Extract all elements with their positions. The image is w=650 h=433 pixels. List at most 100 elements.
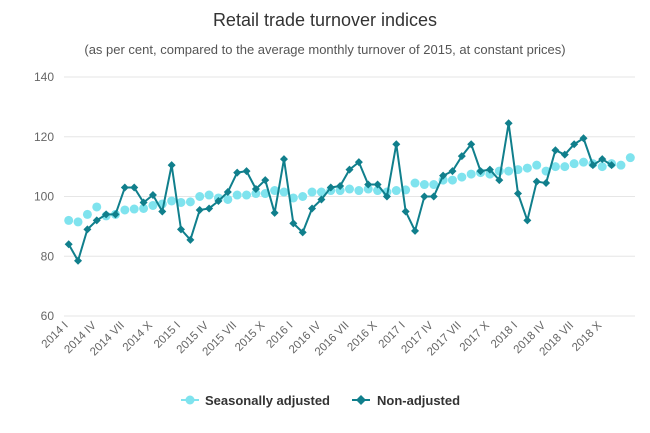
point-seasonally-adjusted[interactable]	[223, 194, 233, 204]
point-non-adjusted[interactable]	[214, 196, 223, 205]
point-non-adjusted[interactable]	[148, 191, 157, 200]
point-seasonally-adjusted[interactable]	[251, 189, 261, 199]
point-seasonally-adjusted[interactable]	[185, 197, 195, 207]
point-non-adjusted[interactable]	[251, 185, 260, 194]
point-seasonally-adjusted[interactable]	[597, 162, 607, 172]
point-non-adjusted[interactable]	[233, 168, 242, 177]
point-non-adjusted[interactable]	[411, 226, 420, 235]
point-non-adjusted[interactable]	[485, 165, 494, 174]
point-seasonally-adjusted[interactable]	[204, 190, 214, 200]
point-seasonally-adjusted[interactable]	[232, 190, 242, 200]
point-non-adjusted[interactable]	[579, 134, 588, 143]
point-seasonally-adjusted[interactable]	[139, 203, 149, 213]
point-non-adjusted[interactable]	[364, 180, 373, 189]
point-seasonally-adjusted[interactable]	[120, 205, 130, 215]
point-non-adjusted[interactable]	[420, 192, 429, 201]
point-seasonally-adjusted[interactable]	[363, 184, 373, 194]
point-non-adjusted[interactable]	[111, 210, 120, 219]
point-non-adjusted[interactable]	[467, 140, 476, 149]
point-seasonally-adjusted[interactable]	[429, 180, 439, 190]
point-seasonally-adjusted[interactable]	[298, 192, 308, 201]
point-non-adjusted[interactable]	[130, 183, 139, 192]
point-non-adjusted[interactable]	[120, 183, 129, 192]
legend-item-seasonally-adjusted[interactable]: Seasonally adjusted	[181, 393, 330, 408]
point-non-adjusted[interactable]	[532, 177, 541, 186]
point-non-adjusted[interactable]	[205, 204, 214, 213]
point-non-adjusted[interactable]	[504, 119, 513, 128]
point-non-adjusted[interactable]	[270, 208, 279, 217]
point-non-adjusted[interactable]	[242, 167, 251, 176]
point-non-adjusted[interactable]	[261, 176, 270, 185]
point-seasonally-adjusted[interactable]	[532, 160, 542, 170]
point-seasonally-adjusted[interactable]	[167, 196, 177, 206]
point-seasonally-adjusted[interactable]	[447, 175, 457, 185]
point-seasonally-adjusted[interactable]	[522, 163, 532, 173]
point-seasonally-adjusted[interactable]	[242, 190, 252, 200]
point-non-adjusted[interactable]	[401, 207, 410, 216]
point-non-adjusted[interactable]	[158, 207, 167, 216]
point-seasonally-adjusted[interactable]	[550, 162, 560, 172]
point-non-adjusted[interactable]	[298, 228, 307, 237]
point-non-adjusted[interactable]	[102, 210, 111, 219]
legend-item-non-adjusted[interactable]: Non-adjusted	[352, 393, 460, 408]
point-seasonally-adjusted[interactable]	[279, 187, 289, 197]
point-seasonally-adjusted[interactable]	[148, 200, 158, 210]
point-non-adjusted[interactable]	[448, 167, 457, 176]
point-seasonally-adjusted[interactable]	[419, 180, 429, 190]
point-seasonally-adjusted[interactable]	[64, 215, 74, 225]
point-non-adjusted[interactable]	[382, 192, 391, 201]
point-seasonally-adjusted[interactable]	[616, 160, 626, 170]
point-seasonally-adjusted[interactable]	[457, 172, 467, 182]
point-non-adjusted[interactable]	[289, 219, 298, 228]
point-non-adjusted[interactable]	[345, 165, 354, 174]
point-non-adjusted[interactable]	[523, 216, 532, 225]
point-seasonally-adjusted[interactable]	[391, 186, 401, 196]
point-seasonally-adjusted[interactable]	[560, 162, 570, 172]
point-non-adjusted[interactable]	[439, 171, 448, 180]
point-non-adjusted[interactable]	[476, 167, 485, 176]
point-seasonally-adjusted[interactable]	[316, 187, 326, 197]
point-non-adjusted[interactable]	[139, 198, 148, 207]
point-non-adjusted[interactable]	[570, 140, 579, 149]
point-non-adjusted[interactable]	[223, 188, 232, 197]
point-non-adjusted[interactable]	[186, 235, 195, 244]
point-non-adjusted[interactable]	[542, 179, 551, 188]
point-seasonally-adjusted[interactable]	[625, 153, 635, 163]
point-non-adjusted[interactable]	[588, 161, 597, 170]
point-non-adjusted[interactable]	[64, 240, 73, 249]
point-non-adjusted[interactable]	[551, 146, 560, 155]
point-seasonally-adjusted[interactable]	[335, 186, 345, 196]
point-seasonally-adjusted[interactable]	[569, 159, 579, 169]
point-seasonally-adjusted[interactable]	[307, 187, 317, 197]
point-seasonally-adjusted[interactable]	[82, 209, 92, 219]
point-seasonally-adjusted[interactable]	[410, 178, 420, 188]
point-seasonally-adjusted[interactable]	[354, 186, 364, 196]
point-non-adjusted[interactable]	[336, 182, 345, 191]
point-seasonally-adjusted[interactable]	[270, 186, 280, 196]
point-non-adjusted[interactable]	[429, 192, 438, 201]
point-non-adjusted[interactable]	[354, 158, 363, 167]
point-non-adjusted[interactable]	[373, 180, 382, 189]
point-non-adjusted[interactable]	[560, 150, 569, 159]
point-non-adjusted[interactable]	[457, 152, 466, 161]
point-seasonally-adjusted[interactable]	[176, 197, 186, 207]
point-non-adjusted[interactable]	[495, 176, 504, 185]
point-non-adjusted[interactable]	[92, 216, 101, 225]
point-non-adjusted[interactable]	[513, 189, 522, 198]
point-non-adjusted[interactable]	[317, 195, 326, 204]
point-seasonally-adjusted[interactable]	[73, 217, 83, 227]
point-seasonally-adjusted[interactable]	[466, 169, 476, 179]
point-non-adjusted[interactable]	[279, 155, 288, 164]
point-non-adjusted[interactable]	[167, 161, 176, 170]
point-non-adjusted[interactable]	[177, 225, 186, 234]
point-non-adjusted[interactable]	[392, 140, 401, 149]
point-non-adjusted[interactable]	[308, 204, 317, 213]
point-non-adjusted[interactable]	[598, 155, 607, 164]
point-seasonally-adjusted[interactable]	[345, 184, 354, 194]
point-seasonally-adjusted[interactable]	[504, 166, 514, 176]
point-non-adjusted[interactable]	[195, 205, 204, 214]
point-non-adjusted[interactable]	[326, 183, 335, 192]
point-seasonally-adjusted[interactable]	[195, 192, 205, 201]
point-seasonally-adjusted[interactable]	[129, 204, 139, 214]
point-non-adjusted[interactable]	[83, 225, 92, 234]
